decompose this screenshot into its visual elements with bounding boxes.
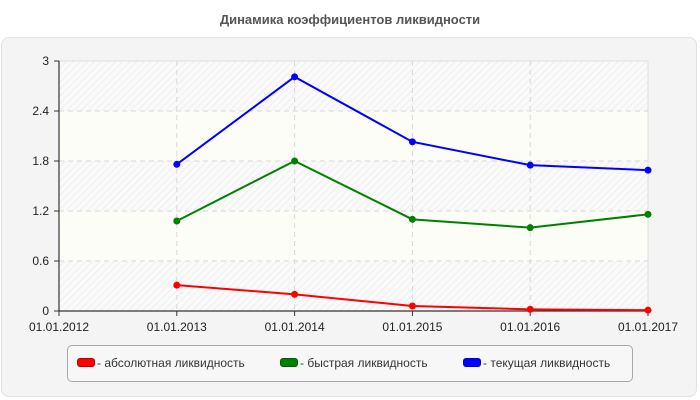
- series-lines: [173, 73, 652, 314]
- data-point-marker[interactable]: [408, 138, 416, 146]
- x-tick-label: 01.01.2016: [500, 320, 560, 334]
- legend-label: - быстрая ликвидность: [300, 356, 428, 370]
- plot-band: [59, 211, 648, 261]
- legend-label: - абсолютная ликвидность: [97, 356, 245, 370]
- x-tick-label: 01.01.2014: [265, 320, 325, 334]
- y-tick-label: 0: [42, 304, 49, 318]
- y-tick-label: 3: [42, 54, 49, 68]
- data-point-marker[interactable]: [291, 157, 299, 165]
- gridlines: [59, 60, 649, 311]
- plot-band: [59, 61, 648, 111]
- data-point-marker[interactable]: [644, 166, 652, 174]
- y-tick-label: 1.2: [32, 204, 49, 218]
- data-point-marker[interactable]: [526, 305, 534, 313]
- axis-tick-labels: 0 0.6 1.2 1.8 2.4 3 01.01.2012 01.01.2013 01.01.…: [29, 54, 678, 334]
- data-point-marker[interactable]: [173, 281, 181, 289]
- data-point-marker[interactable]: [408, 302, 416, 310]
- plot-band: [59, 261, 648, 311]
- x-tick-label: 01.01.2012: [29, 320, 89, 334]
- plot-band: [59, 111, 648, 161]
- legend-swatch-red: [77, 358, 95, 368]
- chart-legend: - абсолютная ликвидность - быстрая ликви…: [67, 345, 633, 382]
- x-tick-label: 01.01.2015: [382, 320, 442, 334]
- x-tick-label: 01.01.2013: [147, 320, 207, 334]
- data-point-marker[interactable]: [644, 306, 652, 314]
- legend-swatch-blue: [463, 358, 481, 368]
- x-tick-label: 01.01.2017: [618, 320, 678, 334]
- data-point-marker[interactable]: [291, 73, 299, 81]
- legend-item-quick[interactable]: - быстрая ликвидность: [280, 346, 428, 381]
- chart-title: Динамика коэффициентов ликвидности: [219, 12, 481, 27]
- legend-item-current[interactable]: - текущая ликвидность: [463, 346, 610, 381]
- data-point-marker[interactable]: [173, 160, 181, 168]
- y-tick-label: 2.4: [32, 104, 49, 118]
- legend-swatch-green: [280, 358, 298, 368]
- data-point-marker[interactable]: [291, 290, 299, 298]
- plot-bands: [59, 61, 648, 311]
- y-tick-label: 1.8: [32, 154, 49, 168]
- data-point-marker[interactable]: [526, 224, 534, 232]
- data-point-marker[interactable]: [408, 215, 416, 223]
- plot-band: [59, 161, 648, 211]
- legend-label: - текущая ликвидность: [483, 356, 611, 370]
- y-tick-label: 0.6: [32, 254, 49, 268]
- data-point-marker[interactable]: [526, 161, 534, 169]
- data-point-marker[interactable]: [173, 217, 181, 225]
- legend-item-absolute[interactable]: - абсолютная ликвидность: [77, 346, 245, 381]
- data-point-marker[interactable]: [644, 210, 652, 218]
